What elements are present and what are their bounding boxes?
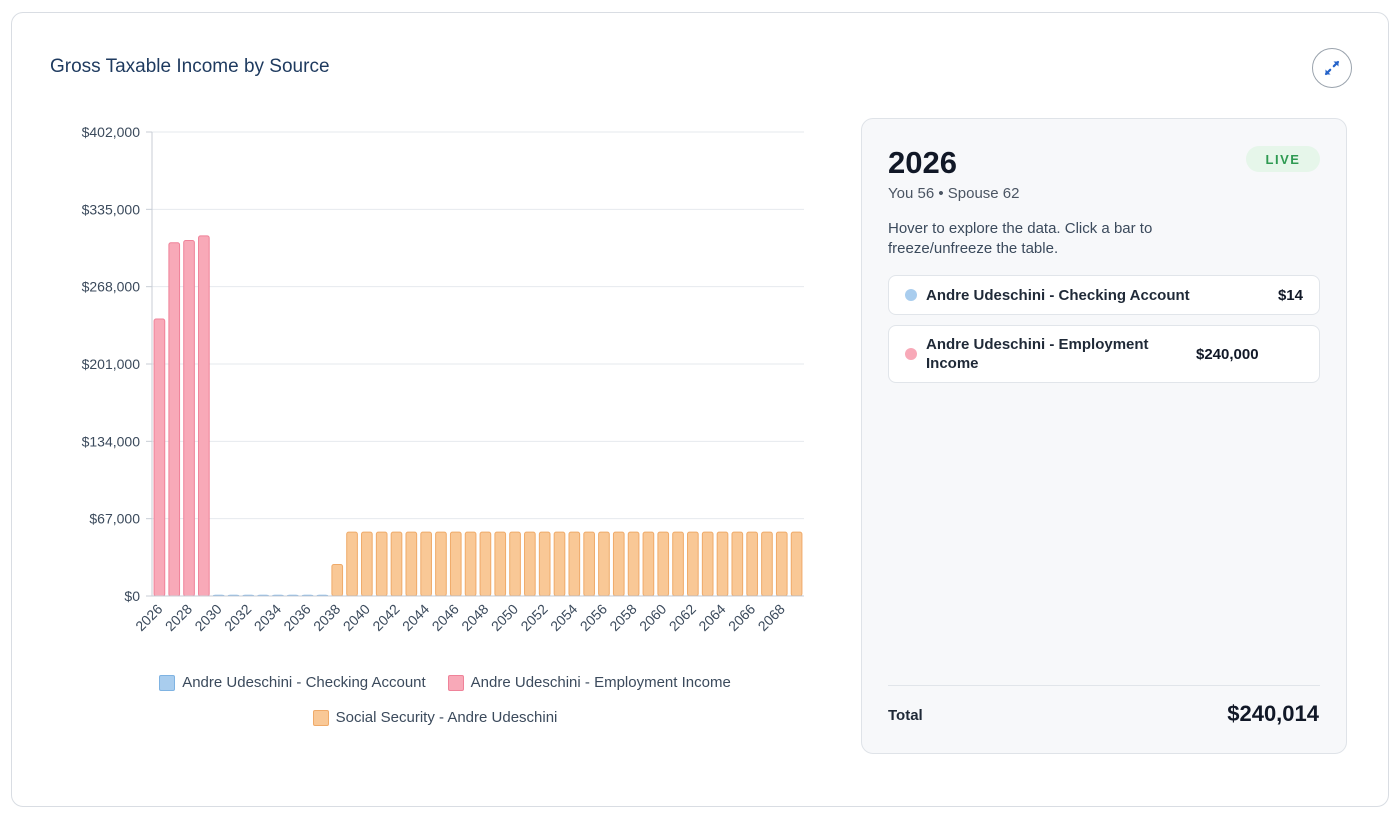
bar-social_security-2069[interactable] [790, 531, 803, 597]
panel-divider [888, 685, 1320, 686]
x-tick-label: 2026 [132, 601, 165, 634]
x-tick-label: 2066 [725, 601, 758, 634]
chart-legend-row-2: Social Security - Andre Udeschini [0, 709, 870, 726]
bar-social_security-2052[interactable] [538, 531, 551, 597]
income-row-name: Andre Udeschini - Employment Income [926, 336, 1149, 372]
x-tick-label: 2058 [606, 601, 639, 634]
x-tick-label: 2054 [547, 601, 580, 634]
bar-social_security-2050[interactable] [509, 531, 521, 597]
bar-social_security-2044[interactable] [420, 531, 432, 597]
x-tick-label: 2062 [666, 601, 699, 634]
bar-social_security-2054[interactable] [568, 531, 581, 597]
bar-social_security-2046[interactable] [449, 531, 462, 597]
x-tick-label: 2056 [577, 601, 610, 634]
legend-label: Andre Udeschini - Checking Account [182, 674, 426, 691]
bar-social_security-2049[interactable] [494, 531, 507, 597]
live-badge: LIVE [1246, 146, 1320, 172]
income-row-employment[interactable]: Andre Udeschini - Employment Income $240… [888, 325, 1320, 383]
legend-item-social_security[interactable]: Social Security - Andre Udeschini [312, 709, 558, 726]
y-tick-label: $134,000 [82, 433, 141, 449]
bar-employment-2028[interactable] [183, 239, 195, 597]
income-row-name: Andre Udeschini - Checking Account [926, 286, 1190, 304]
legend-label: Andre Udeschini - Employment Income [470, 674, 731, 691]
card-title: Gross Taxable Income by Source [50, 56, 330, 77]
y-tick-label: $0 [124, 588, 140, 604]
bar-social_security-2038[interactable] [331, 563, 344, 597]
total-label: Total [888, 707, 923, 724]
legend-item-employment[interactable]: Andre Udeschini - Employment Income [447, 674, 731, 691]
bar-social_security-2053[interactable] [553, 531, 566, 597]
checking-color-dot [905, 289, 917, 301]
x-tick-label: 2042 [369, 601, 402, 634]
bar-social_security-2059[interactable] [642, 531, 655, 597]
income-bar-chart[interactable]: $0 $67,000 $134,000 $201,000 $268,000 $335,00… [0, 0, 870, 680]
bar-social_security-2047[interactable] [464, 531, 477, 597]
panel-ages: You 56 • Spouse 62 [888, 185, 1020, 202]
legend-swatch [312, 709, 329, 726]
bar-social_security-2062[interactable] [687, 531, 699, 597]
panel-hint: Hover to explore the data. Click a bar t… [888, 220, 1153, 257]
chart-legend: Andre Udeschini - Checking Account Andre … [0, 674, 870, 691]
panel-year: 2026 [888, 145, 957, 180]
x-tick-label: 2030 [191, 601, 224, 634]
employment-color-dot [905, 348, 917, 360]
y-tick-label: $268,000 [82, 279, 141, 295]
expand-arrows-icon [1324, 60, 1340, 76]
bar-social_security-2060[interactable] [657, 531, 670, 597]
x-tick-label: 2060 [636, 601, 669, 634]
income-row-value: $240,000 [1196, 345, 1259, 363]
bar-social_security-2041[interactable] [375, 531, 388, 597]
legend-swatch [159, 674, 176, 691]
y-tick-label: $201,000 [82, 356, 141, 372]
legend-swatch [447, 674, 464, 691]
bar-social_security-2063[interactable] [701, 531, 714, 597]
bar-social_security-2058[interactable] [627, 531, 640, 597]
year-detail-panel: 2026 LIVE You 56 • Spouse 62 Hover to ex… [861, 118, 1347, 754]
expand-button[interactable] [1312, 48, 1352, 88]
bar-social_security-2061[interactable] [672, 531, 684, 597]
x-tick-label: 2052 [517, 601, 550, 634]
x-tick-label: 2040 [340, 601, 373, 634]
y-tick-label: $402,000 [82, 124, 141, 140]
legend-label: Social Security - Andre Udeschini [335, 709, 558, 726]
bar-social_security-2043[interactable] [405, 531, 418, 597]
bar-social_security-2068[interactable] [775, 531, 788, 597]
x-tick-label: 2044 [399, 601, 432, 634]
bar-social_security-2067[interactable] [761, 531, 773, 597]
x-tick-label: 2068 [755, 601, 788, 634]
income-row-value: $14 [1277, 286, 1303, 304]
bar-social_security-2048[interactable] [479, 531, 492, 597]
bar-social_security-2040[interactable] [361, 531, 373, 597]
total-value: $240,014 [1227, 701, 1319, 726]
x-tick-label: 2036 [280, 601, 313, 634]
bar-employment-2026[interactable] [153, 318, 166, 597]
bar-social_security-2039[interactable] [346, 531, 358, 597]
x-tick-label: 2064 [695, 601, 728, 634]
x-tick-label: 2038 [310, 601, 343, 634]
bar-social_security-2056[interactable] [598, 531, 610, 597]
bar-social_security-2065[interactable] [731, 531, 744, 597]
x-tick-label: 2034 [251, 601, 284, 634]
y-tick-label: $335,000 [82, 201, 141, 217]
bar-employment-2029[interactable] [198, 235, 210, 597]
legend-item-checking[interactable]: Andre Udeschini - Checking Account [159, 674, 426, 691]
x-tick-label: 2032 [221, 601, 254, 634]
x-tick-label: 2050 [488, 601, 521, 634]
bar-social_security-2042[interactable] [390, 531, 403, 597]
bar-social_security-2055[interactable] [583, 531, 595, 597]
bar-social_security-2064[interactable] [716, 531, 729, 597]
bar-social_security-2057[interactable] [612, 531, 625, 597]
x-tick-label: 2048 [458, 601, 491, 634]
bar-social_security-2066[interactable] [746, 531, 758, 597]
y-tick-label: $67,000 [89, 511, 140, 527]
bar-social_security-2045[interactable] [435, 531, 447, 597]
bar-employment-2027[interactable] [168, 242, 181, 597]
x-tick-label: 2046 [429, 601, 462, 634]
income-row-checking[interactable]: Andre Udeschini - Checking Account $14 [888, 275, 1320, 315]
bar-social_security-2051[interactable] [524, 531, 536, 597]
x-tick-label: 2028 [162, 601, 195, 634]
